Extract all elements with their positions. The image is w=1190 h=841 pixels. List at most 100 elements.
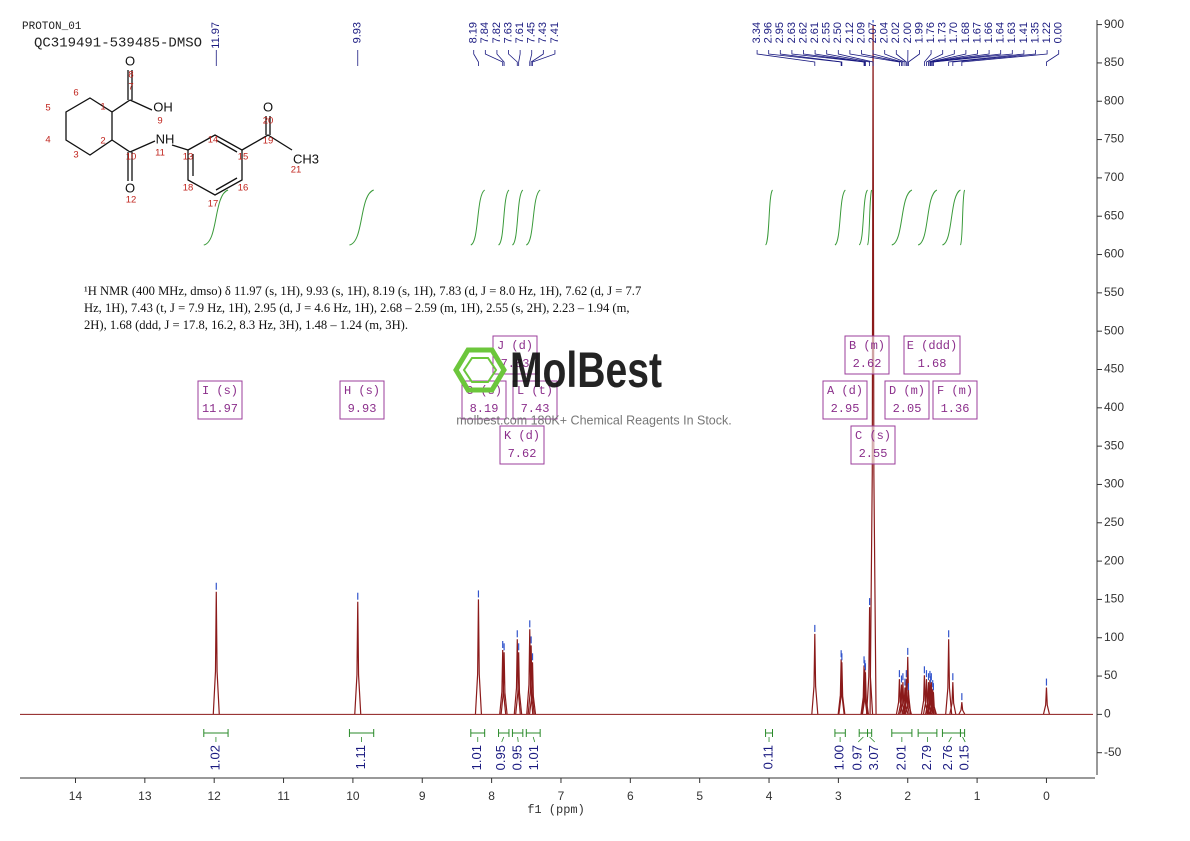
- integral-label: 0.97: [850, 745, 865, 770]
- watermark-tagline: molbest.com 180K+ Chemical Reagents In S…: [456, 413, 731, 427]
- x-tick-label: 14: [69, 789, 83, 803]
- peak-label: 7.45: [526, 22, 538, 43]
- peak: [527, 645, 535, 715]
- peak-leader: [768, 50, 842, 66]
- y-tick-label: 450: [1104, 362, 1124, 376]
- y-tick-label: 50: [1104, 668, 1118, 682]
- y-tick-label: 750: [1104, 132, 1124, 146]
- multiplet-frame: [197, 380, 243, 420]
- integral-curve: [891, 189, 913, 246]
- sample-name: QC319491-539485-DMSO: [34, 36, 202, 52]
- multiplet-name: K (d): [504, 429, 540, 443]
- peak-label: 0.00: [1053, 22, 1065, 43]
- peak: [515, 652, 523, 715]
- x-tick-label: 5: [696, 789, 703, 803]
- multiplet-box: F (m) 1.36: [932, 380, 978, 420]
- atom-label: CH3: [293, 151, 319, 166]
- peak-leader: [529, 50, 533, 66]
- multiplet-shift: 1.68: [918, 357, 947, 371]
- multiplet-frame: [499, 425, 545, 465]
- atom-number: 5: [45, 103, 50, 114]
- peak-label: 7.41: [549, 22, 561, 43]
- peak-label: 7.82: [491, 22, 503, 43]
- integral-bracket: [203, 729, 229, 737]
- peak-leader: [930, 50, 978, 66]
- peak-leader: [872, 50, 904, 66]
- x-tick-label: 2: [904, 789, 911, 803]
- multiplet-name: A (d): [827, 384, 863, 398]
- peak-leader: [518, 50, 521, 66]
- peak-leader: [928, 50, 955, 66]
- peak-label: 3.34: [751, 22, 763, 43]
- peak-label: 2.12: [844, 22, 856, 43]
- x-tick-label: 13: [138, 789, 152, 803]
- peak-label: 1.67: [971, 22, 983, 43]
- peak: [838, 662, 846, 715]
- integral-label: 1.02: [207, 745, 222, 770]
- integral-label: 1.11: [353, 745, 368, 769]
- integral-label: 2.01: [893, 745, 908, 770]
- y-tick-label: 0: [1104, 707, 1111, 721]
- multiplet-frame: [512, 380, 558, 420]
- x-tick-label: 9: [419, 789, 426, 803]
- integral-leader: [517, 736, 519, 743]
- multiplet-box: K (d) 7.62: [499, 425, 545, 465]
- peak-label: 2.02: [890, 22, 902, 43]
- peak-label: 2.00: [902, 22, 914, 43]
- atom-number: 9: [157, 116, 162, 127]
- peak-leader: [952, 50, 1036, 66]
- atom-number: 3: [73, 150, 78, 161]
- peak-leader: [826, 50, 870, 66]
- integral-leader: [857, 736, 864, 743]
- atom-number: 15: [238, 152, 249, 163]
- peak-label: 2.63: [786, 22, 798, 43]
- integral-curve: [834, 189, 846, 246]
- y-tick-label: 500: [1104, 323, 1124, 337]
- peak-leader: [837, 50, 874, 66]
- watermark: MolBest molbest.com 180K+ Chemical Reage…: [453, 342, 732, 427]
- multiplet-shift: 2.95: [831, 402, 860, 416]
- integral-leader: [962, 736, 966, 743]
- peak-leader: [895, 50, 907, 66]
- integral-label: 0.11: [760, 745, 775, 769]
- y-tick-label: 900: [1104, 17, 1124, 31]
- y-tick-label: 400: [1104, 400, 1124, 414]
- peak: [212, 591, 220, 715]
- integral-curve: [470, 189, 486, 246]
- peak: [904, 692, 913, 715]
- integral-curve: [959, 189, 966, 246]
- atom-number: 2: [100, 136, 105, 147]
- peak-label: 1.64: [995, 22, 1007, 43]
- atom-number: 17: [208, 199, 219, 210]
- peak-leader: [926, 50, 944, 66]
- multiplet-box: L (t) 7.43: [512, 380, 558, 420]
- multiplet-box: D (m) 2.05: [884, 380, 930, 420]
- integral-bracket: [470, 729, 486, 737]
- y-tick-label: 850: [1104, 55, 1124, 69]
- peak-label: 1.63: [1006, 22, 1018, 43]
- peak: [901, 687, 909, 715]
- multiplet-box: A (d) 2.95: [822, 380, 868, 420]
- peak: [499, 649, 507, 715]
- atom-label: OH: [153, 99, 173, 114]
- multiplet-frame: [339, 380, 385, 420]
- y-tick-label: 700: [1104, 170, 1124, 184]
- multiplet-shift: 2.05: [893, 402, 922, 416]
- y-tick-label: 100: [1104, 630, 1124, 644]
- y-tick-label: 200: [1104, 553, 1124, 567]
- integral-label: 0.95: [510, 745, 525, 770]
- y-tick-label: 800: [1104, 93, 1124, 107]
- integral-bracket: [891, 729, 913, 737]
- integral-bracket: [525, 729, 541, 737]
- multiplet-name: E (ddd): [907, 339, 957, 353]
- y-tick-label: 650: [1104, 208, 1124, 222]
- multiplet-box: H (s) 9.93: [339, 380, 385, 420]
- peak-label: 1.22: [1041, 22, 1053, 43]
- peak-leader: [932, 50, 1002, 66]
- integral-curve: [858, 189, 868, 246]
- peak-label: 1.99: [913, 22, 925, 43]
- peak-label: 1.70: [948, 22, 960, 43]
- peak-label: 1.68: [960, 22, 972, 43]
- atom-number: 10: [126, 152, 137, 163]
